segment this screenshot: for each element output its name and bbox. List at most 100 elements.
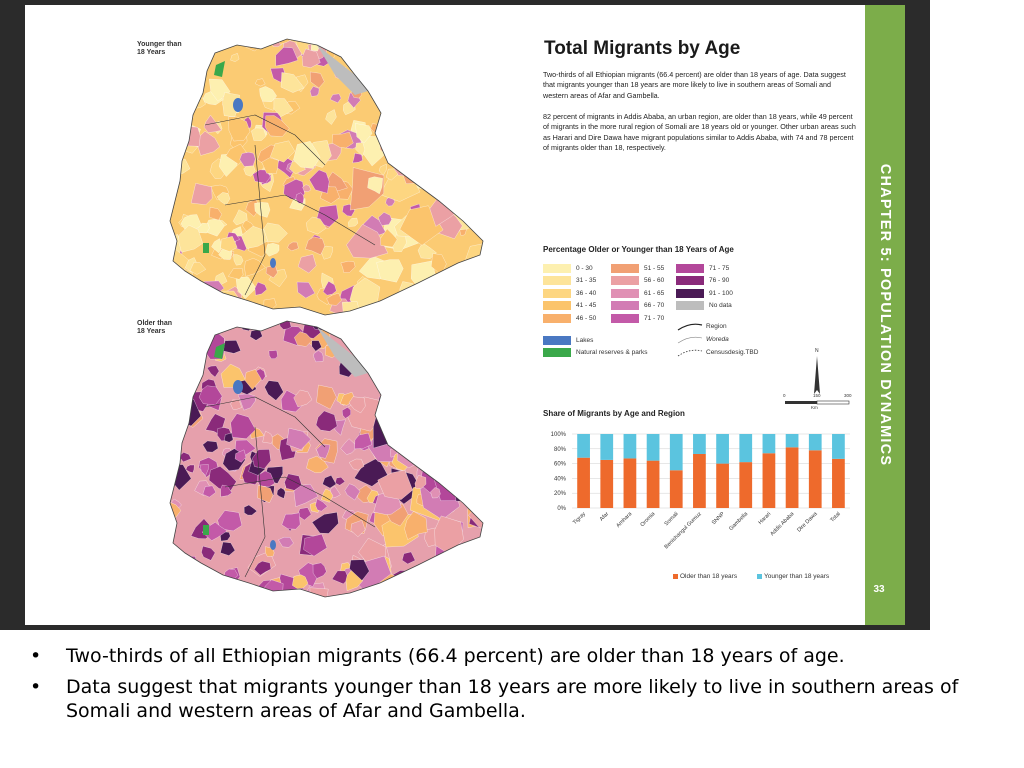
woreda-polygon xyxy=(380,228,398,248)
legend-bin-swatch xyxy=(611,288,639,298)
legend-bin-swatch xyxy=(543,263,571,273)
north-label: N xyxy=(815,348,819,354)
woreda-polygon xyxy=(354,432,372,450)
woreda-polygon xyxy=(230,413,256,439)
woreda-polygon xyxy=(376,259,404,283)
x-tick-label: Total xyxy=(829,511,841,523)
y-tick-label: 100% xyxy=(551,432,567,438)
woreda-polygon xyxy=(189,262,207,275)
woreda-polygon xyxy=(199,464,209,476)
woreda-polygon xyxy=(244,369,262,390)
page-number: 33 xyxy=(873,584,885,595)
bar-older xyxy=(669,470,683,508)
y-tick-label: 60% xyxy=(554,462,567,468)
woreda-polygon xyxy=(355,142,365,157)
legend-bin-label: 31 - 35 xyxy=(576,277,597,284)
chart-legend-younger-label: Younger than 18 years xyxy=(764,573,830,580)
bar-older xyxy=(577,457,590,508)
woreda-polygon xyxy=(302,184,312,192)
legend-bin-swatch xyxy=(676,263,704,273)
census-line-icon xyxy=(677,349,703,356)
legend-bin: 66 - 70 xyxy=(611,301,664,311)
legend-woreda-line: Woreda xyxy=(676,334,729,344)
woreda-polygon xyxy=(297,507,312,521)
woreda-polygon xyxy=(350,520,366,538)
woreda-polygon xyxy=(252,449,271,469)
legend-bin-swatch xyxy=(676,288,704,298)
legend-bin-label: 51 - 55 xyxy=(644,264,665,272)
x-tick-label: Addis Ababa xyxy=(769,511,796,538)
woreda-polygon xyxy=(239,152,256,167)
woreda-polygon xyxy=(310,71,325,89)
y-tick-label: 20% xyxy=(554,491,567,497)
paragraph-1: Two-thirds of all Ethiopian migrants (66… xyxy=(543,70,846,100)
bar-older xyxy=(693,453,706,508)
legend-census-line: Censusdesig.TBD xyxy=(676,347,758,357)
woreda-polygon xyxy=(326,292,342,306)
bar-older xyxy=(623,458,637,508)
legend-lakes: Lakes xyxy=(543,335,593,345)
woreda-polygon xyxy=(378,212,392,226)
woreda-polygon xyxy=(386,168,399,181)
woreda-polygon xyxy=(331,570,349,585)
woreda-polygon xyxy=(379,163,387,176)
woreda-polygon xyxy=(306,216,327,235)
woreda-polygon xyxy=(280,72,305,93)
y-tick-label: 40% xyxy=(554,476,567,482)
bar-younger xyxy=(693,434,706,454)
woreda-polygon xyxy=(340,261,356,273)
scale-label-0: 0 xyxy=(783,393,786,398)
woreda-polygon xyxy=(346,224,389,259)
scale-label-300: 300 xyxy=(844,393,852,398)
region-line-icon xyxy=(677,323,703,330)
woreda-polygon xyxy=(294,331,313,347)
woreda-polygon xyxy=(257,470,275,488)
x-tick-label: Afar xyxy=(599,511,610,522)
chart-title: Share of Migrants by Age and Region xyxy=(543,409,685,418)
woreda-polygon xyxy=(217,510,243,532)
woreda-polygon xyxy=(286,428,312,450)
woreda-polygon xyxy=(344,483,361,501)
legend-bin-label: 36 - 40 xyxy=(576,289,597,297)
woreda-polygon xyxy=(233,254,244,266)
legend-bin-label: 0 - 30 xyxy=(576,264,593,272)
woreda-polygon xyxy=(468,496,483,529)
woreda-polygon xyxy=(315,410,338,432)
legend-bin: 0 - 30 xyxy=(543,263,593,273)
woreda-polygon xyxy=(264,380,284,401)
legend-bin-label: No data xyxy=(709,302,732,309)
woreda-polygon xyxy=(275,47,299,67)
legend-bin: 71 - 75 xyxy=(676,263,729,273)
legend-census-label: Censusdesig.TBD xyxy=(706,348,759,356)
legend-bin-label: 56 - 60 xyxy=(644,277,665,284)
woreda-polygon xyxy=(273,98,294,117)
bullet-2: Data suggest that migrants younger than … xyxy=(30,675,990,723)
legend-bin-label: 66 - 70 xyxy=(644,302,665,309)
parks-swatch xyxy=(543,347,571,357)
bar-younger xyxy=(600,434,614,460)
map-label-younger: Younger than 18 Years xyxy=(137,41,182,56)
legend-bin: 41 - 45 xyxy=(543,301,596,311)
woreda-polygon xyxy=(293,389,313,408)
woreda-polygon xyxy=(241,226,268,249)
legend-bin-label: 46 - 50 xyxy=(576,314,597,322)
woreda-polygon xyxy=(276,487,286,499)
woreda-polygon xyxy=(268,350,278,359)
north-arrow-icon xyxy=(814,356,820,394)
woreda-polygon xyxy=(254,281,268,296)
legend-lakes-label: Lakes xyxy=(576,336,594,344)
woreda-polygon xyxy=(278,537,294,548)
bar-older xyxy=(716,463,729,508)
woreda-polygon xyxy=(335,477,346,486)
y-tick-label: 80% xyxy=(554,447,567,453)
woreda-polygon xyxy=(220,541,236,556)
bar-younger xyxy=(716,434,729,464)
woreda-polygon xyxy=(281,512,301,530)
woreda-polygon xyxy=(401,551,416,565)
woreda-polygon xyxy=(348,217,359,227)
woreda-polygon xyxy=(329,93,342,104)
woreda-polygon xyxy=(303,533,328,557)
legend-bin: No data xyxy=(676,301,732,311)
woreda-polygon xyxy=(341,407,351,419)
bar-older xyxy=(832,458,845,508)
